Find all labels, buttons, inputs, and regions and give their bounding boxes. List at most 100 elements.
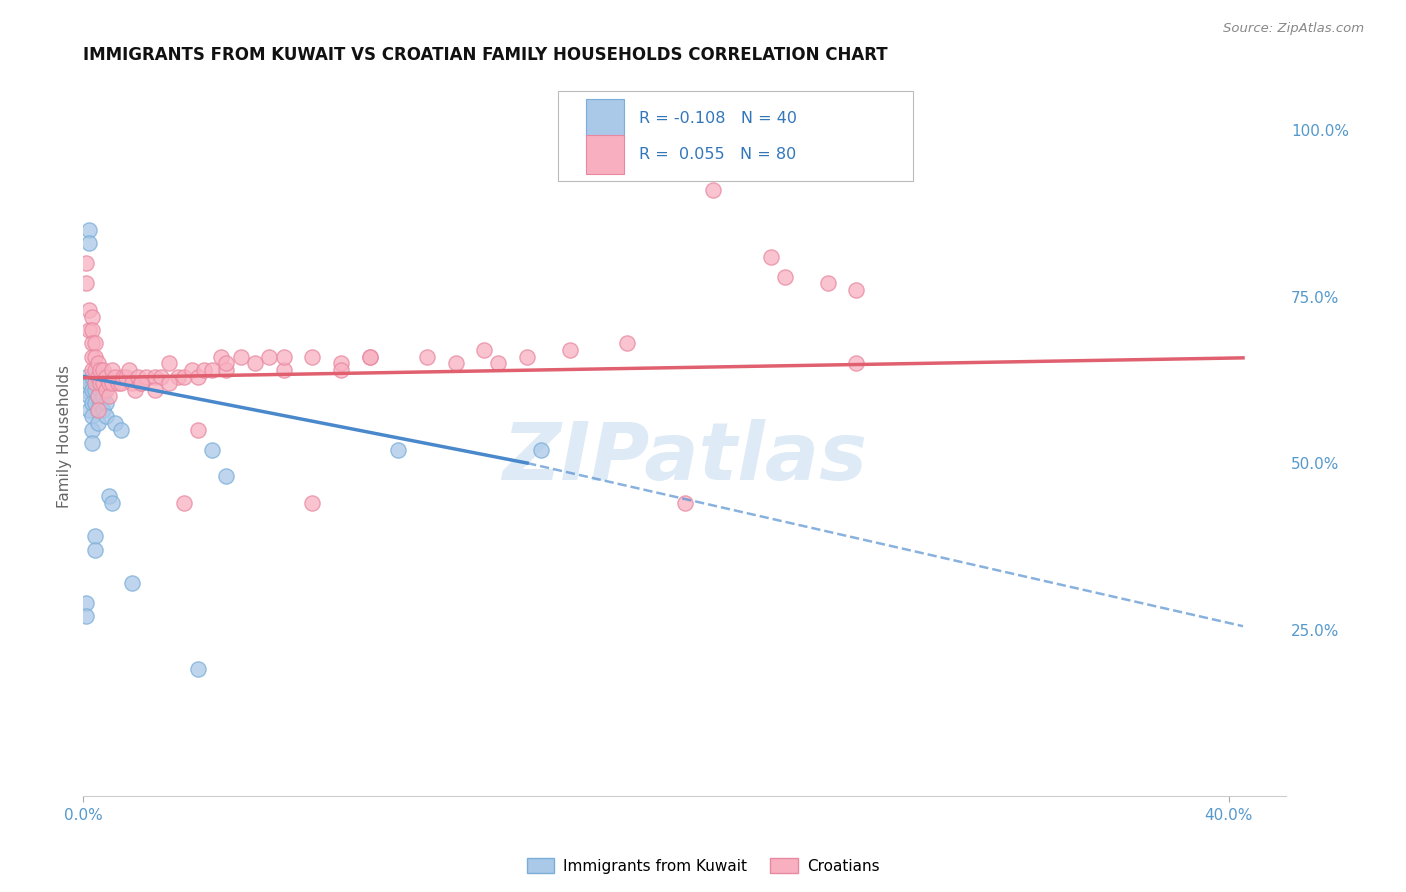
Point xyxy=(83,376,105,391)
Point xyxy=(80,363,103,377)
Point xyxy=(80,310,103,324)
Point xyxy=(444,356,467,370)
Text: ZIPatlas: ZIPatlas xyxy=(502,419,868,497)
Point xyxy=(91,389,114,403)
Point xyxy=(209,350,232,364)
Point xyxy=(110,423,132,437)
Point xyxy=(359,350,381,364)
Point xyxy=(215,363,238,377)
Legend: Immigrants from Kuwait, Croatians: Immigrants from Kuwait, Croatians xyxy=(520,852,886,880)
Point xyxy=(215,356,238,370)
Point xyxy=(104,416,127,430)
Point xyxy=(89,376,111,391)
Y-axis label: Family Households: Family Households xyxy=(58,365,72,508)
Point xyxy=(75,596,97,610)
Point xyxy=(89,383,111,397)
Point xyxy=(616,336,638,351)
Point xyxy=(86,416,108,430)
Text: R = -0.108   N = 40: R = -0.108 N = 40 xyxy=(638,112,797,126)
Point xyxy=(96,396,118,410)
Point xyxy=(86,356,108,370)
Point xyxy=(201,442,224,457)
Point xyxy=(157,376,180,391)
Point xyxy=(173,496,195,510)
Point xyxy=(98,376,121,391)
Point xyxy=(83,529,105,543)
Point xyxy=(121,575,143,590)
Point xyxy=(129,376,152,391)
Point xyxy=(75,277,97,291)
Point xyxy=(101,363,124,377)
Point xyxy=(229,350,252,364)
Point xyxy=(135,369,157,384)
Point xyxy=(77,402,100,417)
Point xyxy=(80,383,103,397)
Point xyxy=(359,350,381,364)
Point xyxy=(845,356,868,370)
Point xyxy=(124,383,146,397)
Point xyxy=(77,302,100,317)
Point xyxy=(86,402,108,417)
Point xyxy=(83,363,105,377)
Point xyxy=(107,376,129,391)
Point xyxy=(86,376,108,391)
Point xyxy=(77,376,100,391)
Point xyxy=(86,389,108,403)
Point xyxy=(301,350,323,364)
Point xyxy=(91,402,114,417)
Point xyxy=(80,396,103,410)
Point xyxy=(121,376,143,391)
Point xyxy=(773,269,796,284)
Point xyxy=(80,336,103,351)
Point xyxy=(330,356,353,370)
Point xyxy=(118,363,141,377)
Point xyxy=(96,383,118,397)
Point xyxy=(83,383,105,397)
Point xyxy=(101,496,124,510)
Point xyxy=(702,183,724,197)
Point xyxy=(416,350,439,364)
FancyBboxPatch shape xyxy=(586,99,624,138)
Point xyxy=(129,376,152,391)
Point xyxy=(77,389,100,403)
FancyBboxPatch shape xyxy=(558,91,912,181)
Point xyxy=(83,336,105,351)
Point xyxy=(80,369,103,384)
Point xyxy=(759,250,782,264)
Point xyxy=(187,663,209,677)
Point xyxy=(187,423,209,437)
Point xyxy=(166,369,188,384)
Point xyxy=(673,496,696,510)
Point xyxy=(387,442,409,457)
Point xyxy=(86,389,108,403)
Point xyxy=(83,369,105,384)
Point xyxy=(91,376,114,391)
Point xyxy=(96,409,118,424)
Point xyxy=(77,323,100,337)
Point xyxy=(157,356,180,370)
Point xyxy=(75,369,97,384)
Point xyxy=(215,469,238,483)
Point xyxy=(143,369,166,384)
Point xyxy=(273,350,295,364)
Point xyxy=(193,363,215,377)
Point xyxy=(89,363,111,377)
Point xyxy=(75,609,97,624)
Point xyxy=(101,376,124,391)
Point xyxy=(75,383,97,397)
Point xyxy=(104,369,127,384)
Point xyxy=(80,423,103,437)
Point xyxy=(330,363,353,377)
Point xyxy=(80,436,103,450)
Point xyxy=(98,489,121,503)
Point xyxy=(143,383,166,397)
Point xyxy=(273,363,295,377)
Point xyxy=(83,542,105,557)
Text: R =  0.055   N = 80: R = 0.055 N = 80 xyxy=(638,147,796,162)
FancyBboxPatch shape xyxy=(586,135,624,174)
Point xyxy=(80,409,103,424)
Point xyxy=(845,283,868,297)
Point xyxy=(558,343,581,357)
Point xyxy=(86,402,108,417)
Text: Source: ZipAtlas.com: Source: ZipAtlas.com xyxy=(1223,22,1364,36)
